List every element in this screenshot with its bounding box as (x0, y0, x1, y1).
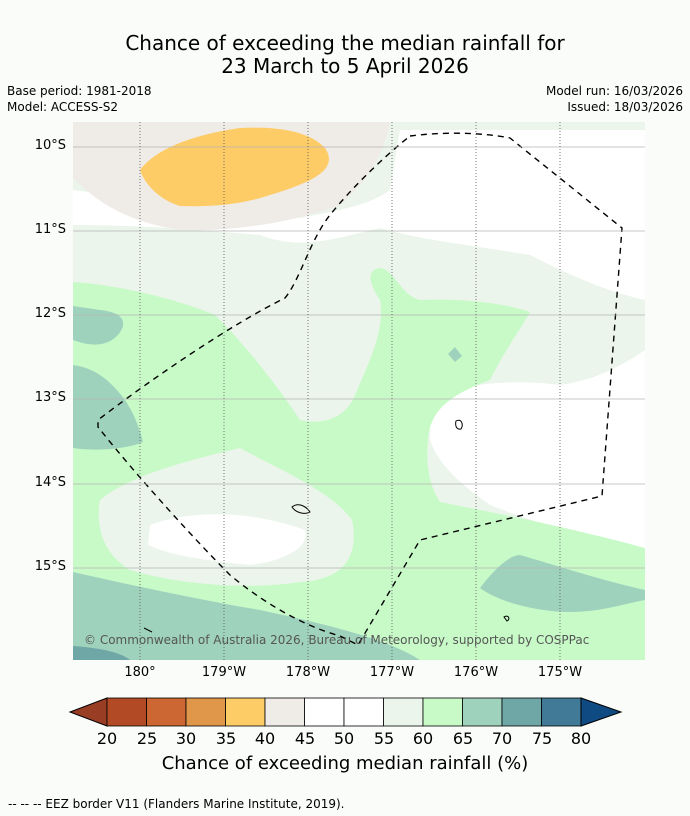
lon-label-179w: 179°W (201, 665, 247, 680)
colorbar-segment (304, 697, 345, 727)
probability-region-65-70 (73, 572, 420, 660)
colorbar-tick: 30 (175, 729, 197, 748)
colorbar-segment (422, 697, 463, 727)
probability-region-45-55 (73, 130, 645, 300)
rainfall-probability-map (73, 122, 645, 660)
island-outline (455, 419, 463, 430)
issued-date: Issued: 18/03/2026 (567, 100, 683, 114)
lat-label-12s: 12°S (34, 306, 66, 321)
island-outline (503, 615, 510, 622)
colorbar-tick: 45 (294, 729, 316, 748)
colorbar-tick: 75 (531, 729, 553, 748)
base-period: Base period: 1981-2018 (7, 84, 152, 98)
colorbar-tick: 20 (96, 729, 118, 748)
lon-label-175w: 175°W (537, 665, 583, 680)
colorbar-tick: 55 (373, 729, 395, 748)
colorbar-tick: 40 (254, 729, 276, 748)
colorbar-extend-high (580, 697, 623, 727)
lat-label-11s: 11°S (34, 222, 66, 237)
colorbar-tick: 80 (570, 729, 592, 748)
colorbar-segment (383, 697, 424, 727)
colorbar (68, 697, 623, 727)
lat-label-15s: 15°S (34, 559, 66, 574)
colorbar-segment (343, 697, 384, 727)
colorbar-segment (264, 697, 305, 727)
model-name: Model: ACCESS-S2 (7, 100, 119, 114)
colorbar-tick: 60 (412, 729, 434, 748)
island-outline (143, 627, 153, 633)
map-title-line-1: Chance of exceeding the median rainfall … (125, 31, 565, 55)
eez-legend-note: -- -- -- EEZ border V11 (Flanders Marine… (8, 797, 345, 811)
probability-region-65-70 (73, 365, 143, 450)
lat-label-13s: 13°S (34, 390, 66, 405)
colorbar-tick: 50 (333, 729, 355, 748)
colorbar-tick: 25 (136, 729, 158, 748)
probability-region-45-55 (430, 350, 645, 548)
model-run: Model run: 16/03/2026 (545, 84, 683, 98)
lat-label-10s: 10°S (34, 138, 66, 153)
probability-region-65-70 (448, 347, 462, 362)
colorbar-tick: 70 (491, 729, 513, 748)
lon-label-177w: 177°W (369, 665, 415, 680)
copyright-notice: © Commonwealth of Australia 2026, Bureau… (84, 633, 590, 647)
colorbar-segment (501, 697, 542, 727)
lon-label-178w: 178°W (285, 665, 331, 680)
colorbar-segment (225, 697, 266, 727)
colorbar-segment (462, 697, 503, 727)
lon-label-180: 180° (124, 665, 156, 680)
colorbar-tick: 35 (215, 729, 237, 748)
probability-region-50-55 (148, 514, 306, 565)
island-outline (291, 504, 311, 514)
colorbar-segment (541, 697, 582, 727)
colorbar-segment (146, 697, 187, 727)
probability-region-65-70 (73, 306, 124, 345)
colorbar-segment (106, 697, 147, 727)
colorbar-label: Chance of exceeding median rainfall (%) (161, 753, 529, 774)
eez-border (97, 132, 623, 646)
lon-label-176w: 176°W (453, 665, 499, 680)
map-title-line-2: 23 March to 5 April 2026 (221, 54, 469, 78)
probability-region-65-70 (480, 555, 645, 612)
colorbar-extend-low (68, 697, 108, 727)
colorbar-segment (185, 697, 226, 727)
lat-label-14s: 14°S (34, 475, 66, 490)
latitude-gridlines (73, 146, 645, 569)
colorbar-tick: 65 (452, 729, 474, 748)
probability-region-70-75 (73, 646, 130, 660)
